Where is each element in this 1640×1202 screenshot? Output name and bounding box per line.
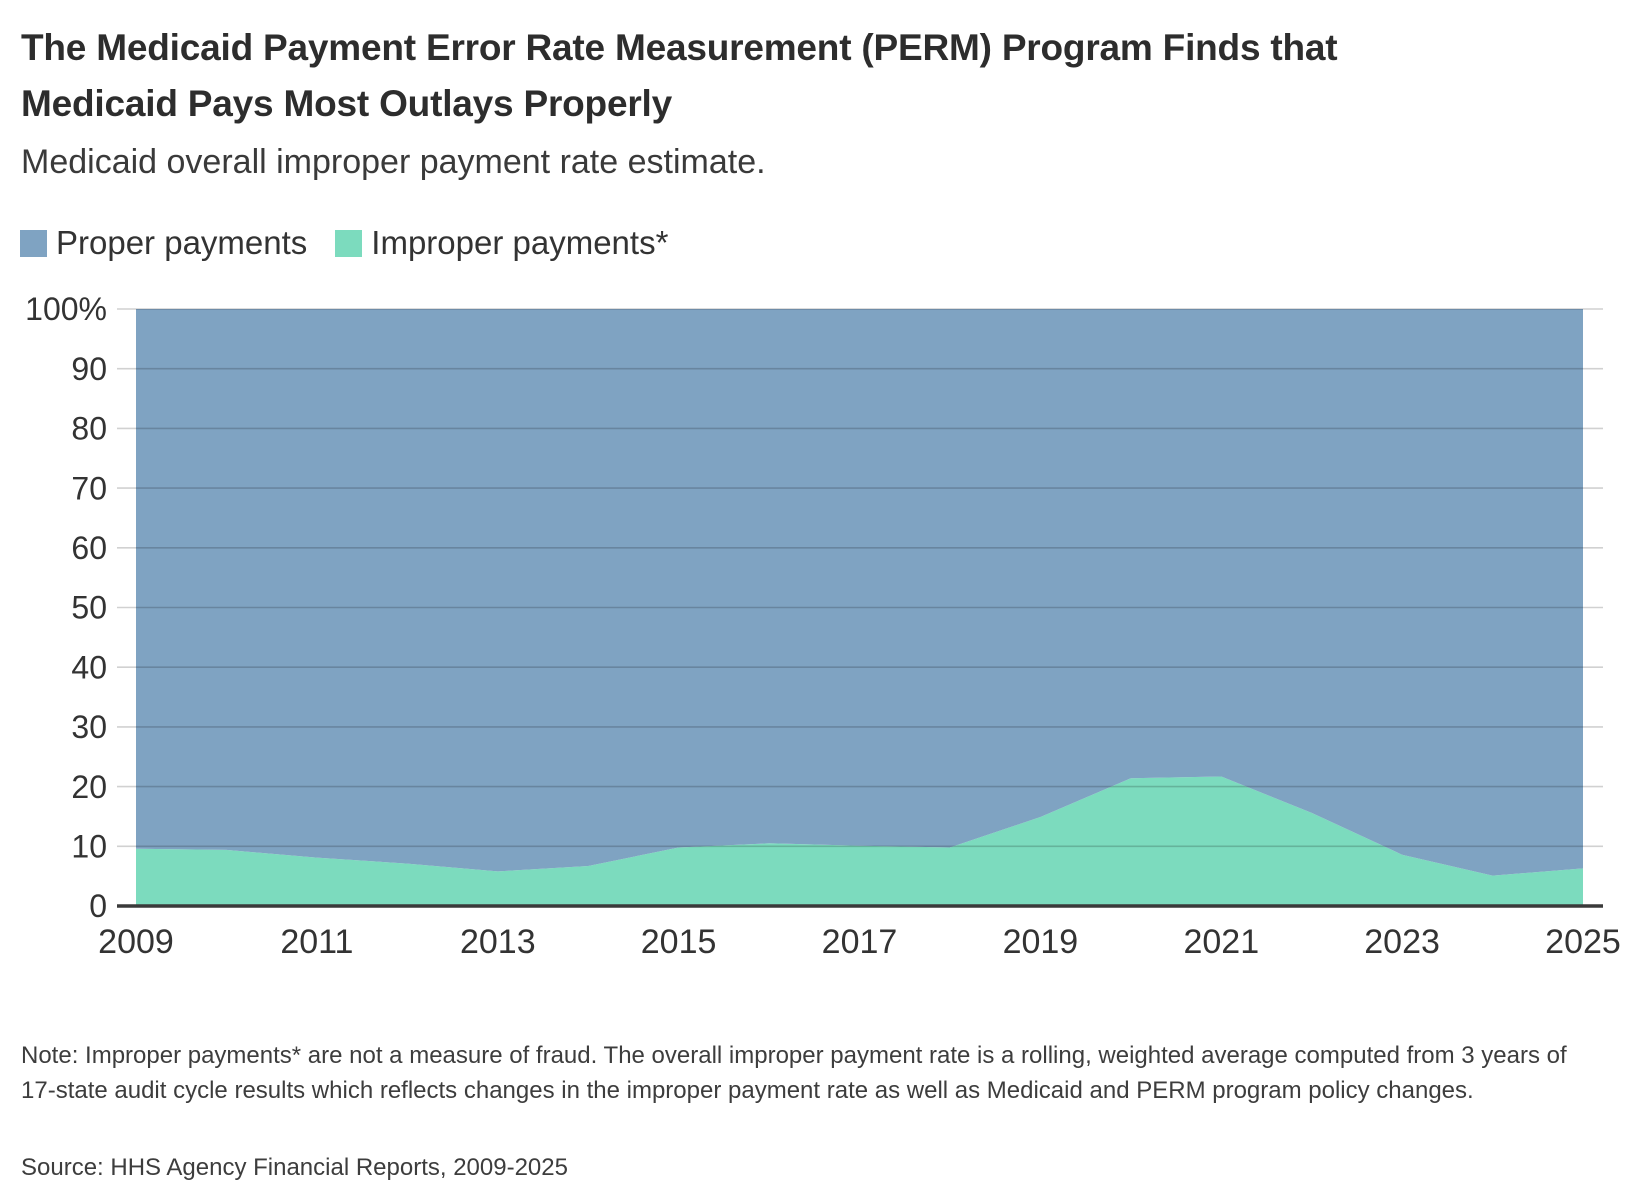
legend-label-proper-payments: Proper payments bbox=[56, 224, 308, 261]
y-axis-tick-label: 20 bbox=[71, 769, 107, 805]
y-axis-tick-label: 40 bbox=[71, 649, 107, 685]
legend-label-improper-payments: Improper payments* bbox=[371, 224, 669, 261]
y-axis-tick-label: 10 bbox=[71, 829, 107, 865]
legend: Proper payments Improper payments* bbox=[20, 224, 668, 262]
x-axis-tick-label: 2013 bbox=[460, 923, 536, 961]
y-axis-tick-label: 50 bbox=[71, 590, 107, 626]
chart-subtitle: Medicaid overall improper payment rate e… bbox=[21, 143, 766, 181]
x-axis-tick-label: 2019 bbox=[1003, 923, 1079, 961]
legend-swatch-proper-payments bbox=[20, 229, 47, 257]
x-axis-tick-label: 2009 bbox=[98, 923, 174, 961]
y-axis-tick-label: 30 bbox=[71, 709, 107, 745]
y-axis-tick-label: 0 bbox=[89, 888, 107, 924]
legend-swatch-improper-payments bbox=[335, 229, 363, 257]
page-title: The Medicaid Payment Error Rate Measurem… bbox=[21, 20, 1338, 132]
y-axis-tick-label: 100% bbox=[25, 291, 107, 327]
page-title-line2: Medicaid Pays Most Outlays Properly bbox=[21, 83, 672, 124]
x-axis-tick-label: 2017 bbox=[822, 923, 898, 961]
x-axis-tick-label: 2023 bbox=[1364, 923, 1440, 961]
source-text: Source: HHS Agency Financial Reports, 20… bbox=[21, 1154, 568, 1181]
y-axis-tick-label: 60 bbox=[71, 530, 107, 566]
page-title-line1: The Medicaid Payment Error Rate Measurem… bbox=[21, 27, 1338, 68]
x-axis-tick-label: 2015 bbox=[641, 923, 717, 961]
y-axis-tick-label: 70 bbox=[71, 470, 107, 506]
y-axis-tick-label: 80 bbox=[71, 411, 107, 447]
x-axis-tick-label: 2011 bbox=[280, 923, 353, 961]
y-axis-tick-label: 90 bbox=[71, 351, 107, 387]
legend-item-improper-payments: Improper payments* bbox=[335, 224, 668, 262]
legend-item-proper-payments: Proper payments bbox=[20, 224, 307, 262]
area-series-proper-payments bbox=[136, 309, 1583, 876]
area-series-improper-payments bbox=[136, 776, 1583, 906]
x-axis-tick-label: 2021 bbox=[1183, 923, 1259, 961]
x-axis-tick-label: 2025 bbox=[1545, 923, 1621, 961]
note-text: Note: Improper payments* are not a measu… bbox=[21, 1042, 1567, 1104]
